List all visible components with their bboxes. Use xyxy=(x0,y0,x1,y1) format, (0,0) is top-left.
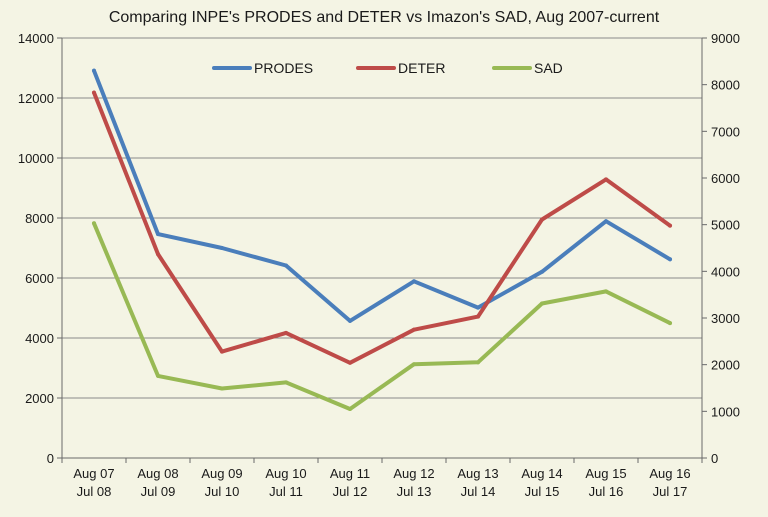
x-tick-label-line: Aug 15 xyxy=(585,466,626,481)
data-point-deter xyxy=(540,217,544,222)
x-tick-label-line: Jul 16 xyxy=(589,484,624,499)
x-tick-label: Aug 12 Jul 13 xyxy=(393,466,434,499)
data-point-sad xyxy=(540,301,544,306)
data-point-deter xyxy=(412,327,416,332)
data-point-prodes xyxy=(156,232,160,237)
x-tick-label-line: Aug 10 xyxy=(265,466,306,481)
x-tick-label-line: Jul 08 xyxy=(77,484,112,499)
data-point-sad xyxy=(220,386,224,391)
y-left-tick-label: 2000 xyxy=(25,391,54,406)
data-point-deter xyxy=(92,90,96,95)
x-tick-label: Aug 13 Jul 14 xyxy=(457,466,498,499)
y-right-tick-label: 9000 xyxy=(711,31,740,46)
data-point-deter xyxy=(476,314,480,319)
y-right-tick-label: 4000 xyxy=(711,264,740,279)
x-tick-label-line: Jul 14 xyxy=(461,484,496,499)
x-tick-label-line: Jul 13 xyxy=(397,484,432,499)
data-point-sad xyxy=(604,289,608,294)
x-tick-label-line: Jul 09 xyxy=(141,484,176,499)
data-point-prodes xyxy=(476,305,480,310)
data-point-sad xyxy=(284,380,288,385)
legend-label-sad: SAD xyxy=(534,60,563,76)
y-right-tick-label: 6000 xyxy=(711,171,740,186)
x-tick-label-line: Jul 15 xyxy=(525,484,560,499)
data-point-prodes xyxy=(284,263,288,268)
data-point-prodes xyxy=(668,257,672,262)
series-lines xyxy=(92,68,672,411)
y-right-tick-label: 2000 xyxy=(711,358,740,373)
data-point-sad xyxy=(668,321,672,326)
x-tick-label-line: Aug 12 xyxy=(393,466,434,481)
x-tick-label-line: Aug 08 xyxy=(137,466,178,481)
data-point-prodes xyxy=(412,279,416,284)
x-tick-label: Aug 07 Jul 08 xyxy=(73,466,114,499)
series-line-deter xyxy=(92,90,672,365)
series-line-sad xyxy=(92,221,672,411)
y-right-tick-label: 0 xyxy=(711,451,718,466)
y-right-tick-label: 7000 xyxy=(711,124,740,139)
data-point-sad xyxy=(476,360,480,365)
x-tick-label: Aug 09 Jul 10 xyxy=(201,466,242,499)
data-point-sad xyxy=(412,362,416,367)
y-left-tick-label: 12000 xyxy=(18,91,54,106)
x-tick-label: Aug 14 Jul 15 xyxy=(521,466,562,499)
legend-label-prodes: PRODES xyxy=(254,60,313,76)
y-left-tick-label: 8000 xyxy=(25,211,54,226)
y-left-tick-label: 6000 xyxy=(25,271,54,286)
y-left-tick-label: 14000 xyxy=(18,31,54,46)
y-left-tick-label: 4000 xyxy=(25,331,54,346)
y-right-tick-label: 5000 xyxy=(711,218,740,233)
x-tick-label-line: Aug 11 xyxy=(330,466,370,481)
x-tick-label-line: Aug 16 xyxy=(649,466,690,481)
x-tick-label-line: Aug 09 xyxy=(201,466,242,481)
legend-label-deter: DETER xyxy=(398,60,445,76)
y-left-tick-label: 0 xyxy=(47,451,54,466)
data-point-prodes xyxy=(540,269,544,274)
data-point-prodes xyxy=(220,246,224,250)
data-point-deter xyxy=(220,349,224,354)
data-point-deter xyxy=(348,360,352,365)
data-point-deter xyxy=(604,177,608,182)
y-right-tick-label: 1000 xyxy=(711,404,740,419)
data-point-sad xyxy=(92,221,96,226)
data-point-prodes xyxy=(604,219,608,224)
series-line-prodes xyxy=(92,68,672,323)
data-point-prodes xyxy=(92,68,96,73)
x-tick-label-line: Jul 10 xyxy=(205,484,240,499)
data-point-deter xyxy=(668,223,672,228)
x-tick-label-line: Jul 11 xyxy=(269,484,303,499)
x-tick-label-line: Aug 14 xyxy=(521,466,562,481)
x-tick-label-line: Aug 07 xyxy=(73,466,114,481)
data-point-sad xyxy=(156,373,160,378)
x-tick-label: Aug 11 Jul 12 xyxy=(330,466,370,499)
y-right-tick-label: 3000 xyxy=(711,311,740,326)
axes: 0 2000 4000 6000 8000 10000 12000 14000 0 1000 200… xyxy=(18,31,740,499)
x-tick-label-line: Jul 12 xyxy=(333,484,368,499)
data-point-sad xyxy=(348,407,352,411)
data-point-deter xyxy=(284,330,288,335)
x-tick-label: Aug 15 Jul 16 xyxy=(585,466,626,499)
x-tick-label: Aug 08 Jul 09 xyxy=(137,466,178,499)
data-point-prodes xyxy=(348,318,352,323)
x-tick-label: Aug 16 Jul 17 xyxy=(649,466,690,499)
gridlines xyxy=(62,37,702,399)
legend: PRODES DETER SAD xyxy=(212,60,563,76)
data-point-deter xyxy=(156,252,160,257)
x-tick-label-line: Aug 13 xyxy=(457,466,498,481)
y-left-tick-label: 10000 xyxy=(18,151,54,166)
chart-title: Comparing INPE's PRODES and DETER vs Ima… xyxy=(109,9,660,26)
y-right-tick-label: 8000 xyxy=(711,78,740,93)
x-tick-label: Aug 10 Jul 11 xyxy=(265,466,306,499)
x-tick-label-line: Jul 17 xyxy=(653,484,688,499)
